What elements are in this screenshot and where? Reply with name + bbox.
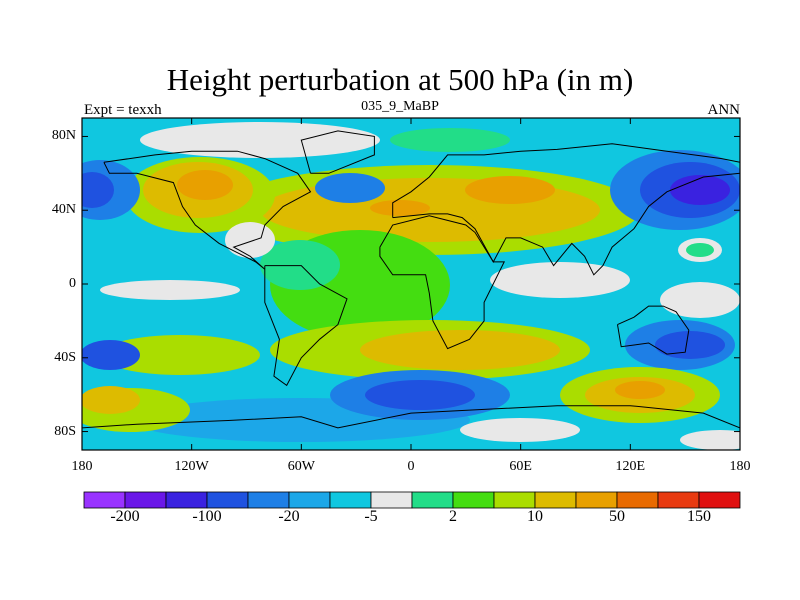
colorbar-swatch xyxy=(493,491,536,509)
continent-outline xyxy=(617,305,690,355)
continent-outline xyxy=(300,130,375,174)
x-tick-label: 60E xyxy=(509,459,532,474)
colorbar-swatch xyxy=(698,491,741,509)
colorbar xyxy=(83,491,741,509)
colorbar-label: 10 xyxy=(527,508,543,525)
colorbar-swatch xyxy=(83,491,126,509)
colorbar-swatch xyxy=(452,491,495,509)
colorbar-label: 150 xyxy=(687,508,711,525)
colorbar-swatch xyxy=(616,491,659,509)
colorbar-label: -5 xyxy=(364,508,378,525)
y-tick-label: 80S xyxy=(54,423,76,439)
continent-outline xyxy=(82,405,740,429)
x-tick-label: 60W xyxy=(287,459,315,474)
map-title: Height perturbation at 500 hPa (in m) xyxy=(166,62,634,97)
x-tick-label: 0 xyxy=(407,459,415,474)
colorbar-label: 2 xyxy=(449,508,457,525)
continent-outline xyxy=(392,143,740,276)
y-tick-label: 40N xyxy=(51,202,76,218)
colorbar-label: 50 xyxy=(609,508,625,525)
colorbar-swatch xyxy=(288,491,331,509)
colorbar-swatch xyxy=(247,491,290,509)
axis-ticks xyxy=(81,118,741,450)
colorbar-swatch xyxy=(411,491,454,509)
colorbar-swatch xyxy=(534,491,577,509)
colorbar-swatch xyxy=(575,491,618,509)
colorbar-swatch xyxy=(124,491,167,509)
height-field xyxy=(82,118,740,450)
continent-outlines xyxy=(82,130,740,429)
x-tick-label: 120E xyxy=(615,459,646,474)
x-tick-label: 180 xyxy=(71,459,93,474)
colorbar-label: -200 xyxy=(110,508,140,525)
continent-outline xyxy=(264,265,348,387)
experiment-label: Expt = texxh xyxy=(84,102,162,118)
colorbar-swatch xyxy=(165,491,208,509)
continent-outline xyxy=(379,215,506,350)
season-label: ANN xyxy=(707,102,741,118)
y-tick-label: 0 xyxy=(69,276,76,291)
colorbar-label: -100 xyxy=(192,508,222,525)
colorbar-swatch xyxy=(329,491,372,509)
y-tick-label: 40S xyxy=(54,349,76,365)
colorbar-swatch xyxy=(657,491,700,509)
colorbar-swatch xyxy=(370,491,413,509)
x-tick-label: 180 xyxy=(729,459,751,474)
colorbar-label: -20 xyxy=(278,508,300,525)
continent-outline xyxy=(103,150,312,270)
x-tick-label: 120W xyxy=(174,459,209,474)
y-tick-label: 80N xyxy=(51,128,76,144)
colorbar-swatch xyxy=(206,491,249,509)
period-label: 035_9_MaBP xyxy=(361,99,439,114)
